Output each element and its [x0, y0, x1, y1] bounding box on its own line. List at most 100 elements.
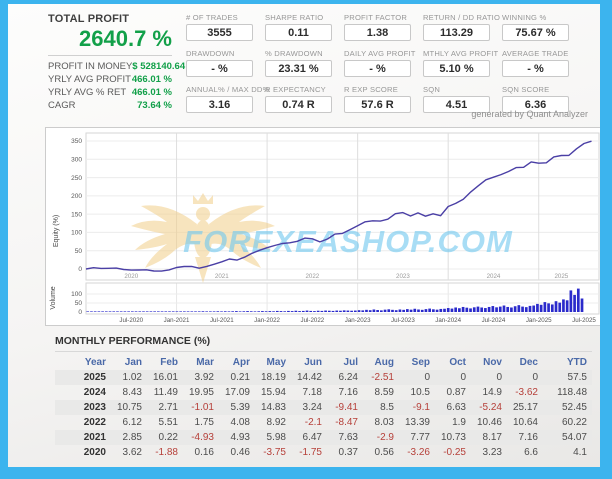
- stat-cell: SQN 4.51: [423, 85, 490, 113]
- stat-cell: AVERAGE TRADE - %: [502, 49, 569, 77]
- value-cell: 7.63: [338, 432, 358, 443]
- value-cell: 4.08: [230, 417, 250, 428]
- value-cell: -5.24: [479, 402, 502, 413]
- table-header-row: Year Jan Feb Mar Apr May Jun Jul Aug Sep Oct Nov Dec…: [55, 355, 592, 370]
- stats-grid: # OF TRADES 3555 SHARPE RATIO 0.11 PROFIT FA…: [186, 13, 576, 113]
- stat-value-box: 1.38: [344, 24, 411, 41]
- table-header-cell: Aug: [374, 357, 394, 368]
- eagle-crown-logo-icon: [131, 193, 275, 283]
- svg-text:350: 350: [71, 138, 82, 145]
- svg-text:Jul-2023: Jul-2023: [391, 317, 415, 324]
- value-cell: 3.92: [194, 372, 214, 383]
- stat-value-box: 75.67 %: [502, 24, 569, 41]
- stat-label: R EXP SCORE: [344, 85, 398, 94]
- summary-row-label: PROFIT IN MONEY: [48, 61, 133, 72]
- chart-card: FOREXEASHOP.COM 0 50 100 150 200 250 300 350 202…: [45, 127, 600, 326]
- stat-value-box: 113.29: [423, 24, 490, 41]
- value-cell: -2.9: [376, 432, 394, 443]
- table-header-cell: Year: [84, 357, 106, 368]
- summary-row-label: YRLY AVG PROFIT: [48, 74, 131, 85]
- value-cell: 2.85: [122, 432, 142, 443]
- stat-label: PROFIT FACTOR: [344, 13, 408, 22]
- value-cell: 1.9: [452, 417, 466, 428]
- stat-value-box: 57.6 R: [344, 96, 411, 113]
- stat-label: % DRAWDOWN: [265, 49, 323, 58]
- total-profit-value: 2640.7 %: [79, 26, 172, 51]
- volume-bars: [86, 288, 584, 312]
- svg-text:Jul-2020: Jul-2020: [119, 317, 143, 324]
- value-cell: 54.07: [561, 432, 587, 443]
- total-profit-title: TOTAL PROFIT: [48, 13, 130, 25]
- value-cell: 0: [532, 372, 538, 383]
- value-cell: -3.75: [263, 447, 286, 458]
- stat-cell: R EXPECTANCY 0.74 R: [265, 85, 332, 113]
- stat-value-box: 5.10 %: [423, 60, 490, 77]
- value-cell: 0.21: [230, 372, 250, 383]
- value-cell: 3.62: [122, 447, 142, 458]
- stat-label: SHARPE RATIO: [265, 13, 324, 22]
- svg-text:2024: 2024: [487, 273, 501, 280]
- summary-row-value: 73.64 %: [137, 100, 172, 111]
- stat-cell: WINNING % 75.67 %: [502, 13, 569, 41]
- value-cell: -1.75: [299, 447, 322, 458]
- value-cell: -4.93: [191, 432, 214, 443]
- value-cell: 2.71: [158, 402, 178, 413]
- value-cell: 14.9: [482, 387, 502, 398]
- generated-by-note: generated by Quant Analyzer: [471, 109, 588, 119]
- value-cell: 8.5: [380, 402, 394, 413]
- stat-label: ANNUAL% / MAX DD%: [186, 85, 270, 94]
- summary-row-value: 466.01 %: [131, 87, 172, 98]
- summary-row-value: 466.01 %: [131, 74, 172, 85]
- stat-cell: MTHLY AVG PROFIT 5.10 %: [423, 49, 498, 77]
- stat-cell: RETURN / DD RATIO 113.29: [423, 13, 500, 41]
- table-header-cell: YTD: [567, 357, 587, 368]
- value-cell: 6.24: [338, 372, 358, 383]
- value-cell: 8.03: [374, 417, 394, 428]
- stat-value-box: 3555: [186, 24, 253, 41]
- svg-text:50: 50: [75, 248, 83, 255]
- stat-cell: # OF TRADES 3555: [186, 13, 253, 41]
- svg-text:Jul-2024: Jul-2024: [482, 317, 506, 324]
- value-cell: 118.48: [557, 387, 587, 398]
- stat-value-box: 0.11: [265, 24, 332, 41]
- value-cell: 3.24: [302, 402, 322, 413]
- table-header-cell: Apr: [232, 357, 250, 368]
- value-cell: 10.5: [410, 387, 430, 398]
- summary-row-label: CAGR: [48, 100, 76, 111]
- stat-label: DAILY AVG PROFIT: [344, 49, 416, 58]
- table-header-cell: Jun: [304, 357, 322, 368]
- value-cell: 4.1: [573, 447, 587, 458]
- value-cell: -9.1: [412, 402, 430, 413]
- total-profit-panel: TOTAL PROFIT 2640.7 % PROFIT IN MONEY $ 5…: [48, 13, 185, 112]
- svg-text:Jan-2024: Jan-2024: [435, 317, 461, 324]
- svg-text:250: 250: [71, 175, 82, 182]
- summary-rows: PROFIT IN MONEY $ 528140.64 YRLY AVG PROFI…: [48, 60, 185, 112]
- table-row: 2023 10.75 2.71 -1.01 5.39 14.83 3.24 -9.41 8.5 -…: [55, 400, 592, 415]
- monthly-performance-section: MONTHLY PERFORMANCE (%) Year Jan Feb Mar Apr…: [55, 335, 592, 460]
- svg-text:Jan-2022: Jan-2022: [254, 317, 280, 324]
- value-cell: 15.94: [260, 387, 286, 398]
- value-cell: 7.77: [410, 432, 430, 443]
- summary-divider: [48, 55, 172, 56]
- table-header-cell: Jul: [343, 357, 358, 368]
- volume-plot: [85, 282, 600, 315]
- axis-ticks: 0 50 100 150 200 250 300 350 2020 2021 2022 2023 202…: [71, 138, 596, 324]
- value-cell: 1.02: [122, 372, 142, 383]
- stat-value-box: - %: [502, 60, 569, 77]
- stat-label: SQN SCORE: [502, 85, 550, 94]
- value-cell: 0: [460, 372, 466, 383]
- stat-value-box: 6.36: [502, 96, 569, 113]
- summary-row: YRLY AVG % RET 466.01 %: [48, 86, 172, 99]
- value-cell: 10.75: [116, 402, 142, 413]
- stat-value-box: - %: [186, 60, 253, 77]
- value-cell: 8.43: [122, 387, 142, 398]
- value-cell: 10.64: [512, 417, 538, 428]
- stat-cell: DAILY AVG PROFIT - %: [344, 49, 416, 77]
- value-cell: 10.73: [440, 432, 466, 443]
- svg-text:Jul-2025: Jul-2025: [572, 317, 596, 324]
- value-cell: 5.98: [266, 432, 286, 443]
- watermark: FOREXEASHOP.COM: [131, 193, 512, 283]
- value-cell: 0.37: [338, 447, 358, 458]
- stat-label: # OF TRADES: [186, 13, 238, 22]
- table-row: 2024 8.43 11.49 19.95 17.09 15.94 7.18 7.16 8.59…: [55, 385, 592, 400]
